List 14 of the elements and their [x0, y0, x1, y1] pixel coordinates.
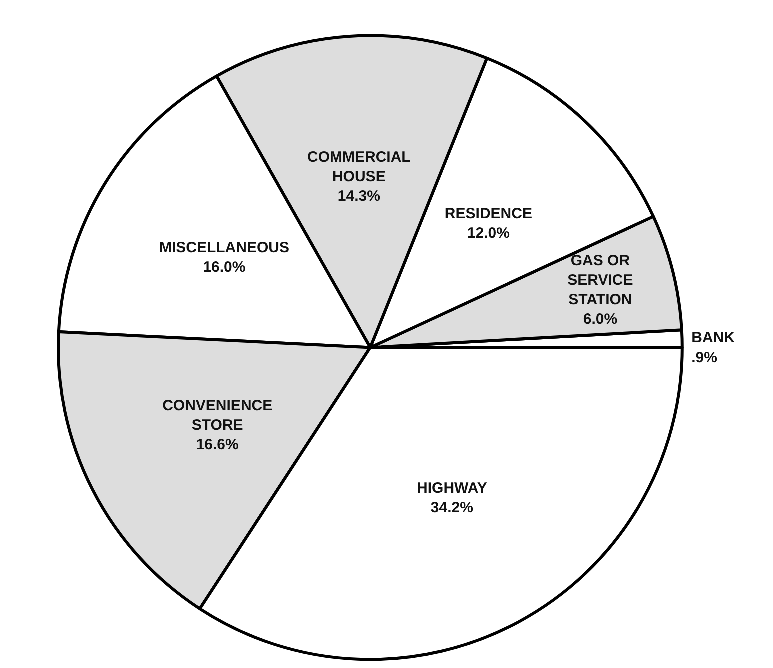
data-label: .9%: [692, 349, 718, 366]
slice-label: MISCELLANEOUS: [159, 240, 290, 257]
data-label: 12.0%: [467, 225, 510, 242]
data-label: 14.3%: [338, 188, 380, 206]
data-label: 34.2%: [430, 499, 474, 516]
data-label: 16.6%: [196, 436, 239, 454]
slice-label: BANK: [692, 330, 736, 347]
slice-label: RESIDENCE: [444, 205, 532, 222]
slice-label: GAS OR SERVICE STATION: [568, 252, 634, 309]
slice-label: HIGHWAY: [417, 480, 488, 497]
data-label: 16.0%: [203, 259, 246, 276]
slice-label: COMMERCIAL HOUSE: [307, 148, 411, 186]
slice-label: CONVENIENCE STORE: [162, 397, 273, 434]
data-label: 6.0%: [583, 311, 618, 328]
